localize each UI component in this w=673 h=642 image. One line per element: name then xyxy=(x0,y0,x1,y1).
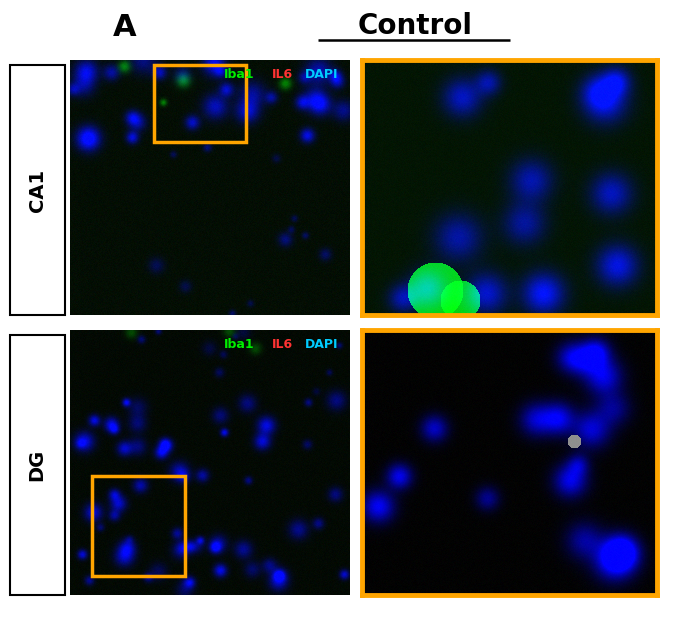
Text: DG: DG xyxy=(28,449,46,481)
Text: IL6: IL6 xyxy=(272,338,293,351)
Text: Control: Control xyxy=(357,12,472,40)
Text: Iba1: Iba1 xyxy=(224,67,254,81)
Bar xyxy=(10,335,65,595)
Text: IL6: IL6 xyxy=(272,67,293,81)
Text: CA1: CA1 xyxy=(28,168,46,212)
Bar xyxy=(154,65,246,142)
Text: Iba1: Iba1 xyxy=(224,338,254,351)
Text: A: A xyxy=(113,13,137,42)
Text: DAPI: DAPI xyxy=(305,67,339,81)
Text: DAPI: DAPI xyxy=(305,338,339,351)
Bar xyxy=(10,65,65,315)
Bar xyxy=(92,476,185,577)
